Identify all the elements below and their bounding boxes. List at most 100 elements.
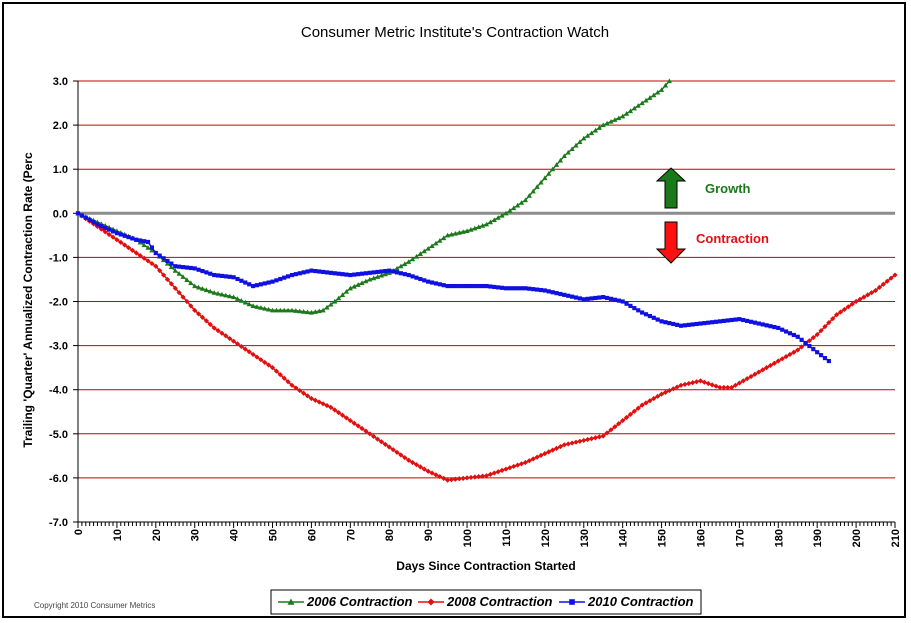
point-marker: [266, 306, 272, 312]
point-marker: [320, 401, 326, 407]
point-marker: [348, 272, 353, 278]
point-marker: [849, 301, 855, 307]
point-marker: [460, 229, 466, 234]
point-marker: [215, 290, 221, 296]
point-marker: [316, 308, 322, 314]
point-marker: [250, 351, 256, 358]
point-marker: [378, 439, 385, 445]
point-marker: [651, 92, 657, 98]
point-marker: [246, 349, 252, 355]
point-marker: [588, 130, 595, 136]
point-marker: [254, 283, 260, 288]
point-marker: [872, 287, 879, 294]
point-marker: [647, 95, 653, 100]
point-marker: [433, 472, 439, 478]
point-marker: [390, 447, 396, 453]
legend-item: 2006 Contraction: [278, 594, 413, 609]
point-marker: [659, 319, 664, 324]
point-marker: [297, 387, 303, 394]
point-marker: [627, 108, 634, 114]
point-marker: [565, 441, 571, 447]
point-marker: [675, 322, 680, 327]
point-marker: [515, 286, 520, 291]
point-marker: [452, 230, 458, 236]
point-marker: [527, 286, 532, 291]
point-marker: [293, 385, 299, 391]
point-marker: [569, 146, 575, 151]
point-marker: [542, 451, 548, 457]
point-marker: [577, 139, 583, 144]
point-marker: [363, 428, 369, 434]
point-marker: [476, 224, 482, 230]
point-marker: [324, 270, 330, 275]
point-marker: [231, 275, 236, 280]
x-tick-label: 10: [112, 529, 124, 541]
point-marker: [795, 334, 800, 339]
point-marker: [382, 271, 388, 277]
point-marker: [308, 395, 315, 402]
point-marker: [631, 408, 637, 414]
point-marker: [444, 232, 451, 238]
point-marker: [203, 287, 209, 293]
point-marker: [667, 321, 672, 326]
point-marker: [729, 384, 735, 391]
point-marker: [110, 229, 116, 234]
point-marker: [647, 398, 653, 404]
point-marker: [518, 461, 525, 467]
point-marker: [814, 331, 820, 338]
point-marker: [557, 443, 564, 450]
point-marker: [760, 322, 765, 327]
point-marker: [604, 120, 610, 126]
point-marker: [553, 445, 560, 451]
point-marker: [258, 282, 263, 287]
point-marker: [853, 298, 859, 305]
point-marker: [254, 354, 260, 360]
point-marker: [192, 283, 198, 289]
point-marker: [791, 332, 796, 338]
point-marker: [585, 133, 591, 138]
point-marker: [312, 309, 318, 314]
point-marker: [534, 184, 540, 189]
legend-label: 2010 Contraction: [587, 594, 694, 609]
point-marker: [406, 272, 411, 278]
point-marker: [274, 278, 279, 283]
point-marker: [772, 324, 777, 330]
point-marker: [776, 325, 781, 331]
point-marker: [569, 599, 575, 605]
point-marker: [697, 378, 704, 384]
point-marker: [686, 322, 691, 327]
point-marker: [409, 256, 416, 262]
point-marker: [371, 433, 377, 440]
point-marker: [246, 301, 252, 307]
y-tick-label: -5.0: [49, 429, 68, 441]
point-marker: [114, 237, 120, 243]
point-marker: [383, 268, 388, 274]
point-marker: [608, 118, 614, 124]
point-marker: [557, 157, 564, 163]
point-marker: [367, 270, 372, 275]
x-tick-label: 110: [501, 529, 513, 547]
point-marker: [542, 175, 548, 181]
point-marker: [273, 307, 280, 313]
point-marker: [810, 335, 816, 341]
point-marker: [771, 360, 777, 366]
x-tick-label: 30: [190, 529, 202, 541]
series-2010-contraction: [75, 211, 831, 364]
point-marker: [107, 227, 112, 232]
point-marker: [157, 253, 162, 258]
point-marker: [266, 280, 271, 285]
point-marker: [149, 245, 154, 250]
point-marker: [320, 307, 326, 313]
series-lines: [75, 78, 898, 483]
point-marker: [635, 103, 641, 108]
point-marker: [282, 275, 287, 280]
point-marker: [309, 268, 314, 273]
x-tick-labels: 0 10 20 30 40 50 60 70 80 90 100 110 120 130 140 150 160…: [73, 529, 902, 547]
point-marker: [476, 473, 482, 480]
point-marker: [690, 322, 695, 327]
point-marker: [662, 389, 669, 395]
point-marker: [184, 265, 190, 270]
point-marker: [806, 338, 813, 344]
point-marker: [110, 234, 116, 240]
point-marker: [702, 321, 707, 326]
